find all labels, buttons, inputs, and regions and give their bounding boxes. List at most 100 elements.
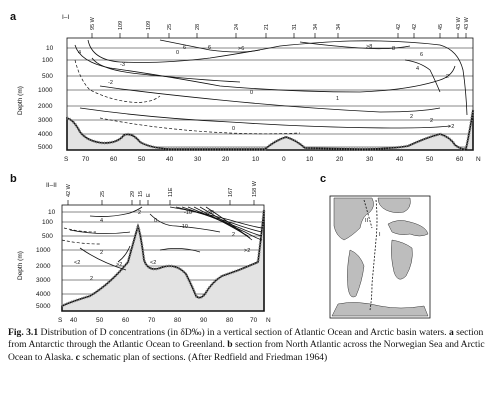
panel-b-station-ticks: [67, 200, 255, 205]
panel-b-section-label: II–II: [46, 182, 57, 189]
contour-label: 2: [430, 118, 433, 124]
contour-label: 0: [176, 50, 179, 56]
caption-text: Distribution of D concentrations (in δD‰…: [38, 327, 449, 338]
caption-text: section from North Atlantic across the N…: [8, 339, 485, 363]
contour-label: 4: [416, 66, 419, 72]
panel-a-station-labels: 95 W 109 109 25 28 24 21 31 34 34 42 42 …: [90, 16, 470, 30]
depth-tick: 10: [48, 209, 56, 216]
depth-tick: 2000: [38, 103, 53, 110]
panel-a-depth-ticks: 10 100 500 1000 2000 3000 4000 5000: [38, 45, 54, 151]
caption-panel-letter: b: [227, 339, 233, 351]
panel-a-contour-labels: 4 -3 -2 0 6 6 >6 >8 8 6 4 2 1 0 2 2 >2 0: [78, 44, 454, 132]
contour-label: 2: [100, 250, 103, 256]
lat-tick: 60: [456, 156, 464, 163]
contour-label: -10: [180, 224, 188, 230]
station-label: 29: [130, 191, 136, 197]
panel-c-section-tracks: [363, 199, 378, 311]
station-label: 109: [146, 21, 152, 30]
depth-tick: 5000: [38, 144, 53, 151]
panel-a-depth-axis-label: Depth (m): [17, 86, 24, 115]
contour-label: 0: [250, 90, 253, 96]
contour-label: >2: [116, 262, 122, 268]
lat-tick: 30: [194, 156, 202, 163]
contour-label: >2: [244, 248, 250, 254]
depth-tick: 500: [42, 73, 53, 80]
panel-c-letter: c: [320, 173, 326, 185]
contour-label: <2: [74, 260, 80, 266]
lat-tick: 80: [174, 317, 182, 324]
contour-label: 2: [138, 210, 141, 216]
depth-tick: 1000: [36, 247, 51, 254]
station-label: 11E: [168, 187, 174, 197]
contour-label: 0: [154, 218, 157, 224]
depth-tick: 1000: [38, 87, 53, 94]
caption-fig-label: Fig. 3.1: [8, 327, 39, 338]
lat-tick: N: [266, 317, 271, 324]
lat-tick: 60: [122, 317, 130, 324]
station-label: 95 W: [90, 16, 96, 30]
lat-tick: 20: [222, 156, 230, 163]
contour-label: >2: [448, 124, 454, 130]
panel-c-section-label: II: [365, 218, 369, 224]
contour-label: -10: [184, 210, 192, 216]
depth-tick: 2000: [36, 263, 51, 270]
panel-b-depth-ticks: 10 100 500 1000 2000 3000 4000 5000: [36, 209, 56, 310]
station-label: 109: [118, 21, 124, 30]
lat-tick: 40: [396, 156, 404, 163]
station-label: E: [146, 193, 152, 197]
depth-tick: 4000: [36, 291, 51, 298]
contour-label: -20: [206, 210, 214, 216]
panel-a-sediment: [66, 109, 475, 151]
contour-label: 0: [232, 126, 235, 132]
station-label: 21: [264, 24, 270, 30]
lat-tick: 40: [166, 156, 174, 163]
panel-c: c I II: [320, 173, 431, 319]
contour-label: >6: [238, 46, 244, 52]
station-ticks: [91, 33, 467, 38]
depth-tick: 4000: [38, 131, 53, 138]
lat-tick: 50: [96, 317, 104, 324]
lat-tick: 70: [148, 317, 156, 324]
lat-tick: 10: [252, 156, 260, 163]
caption-panel-letter: a: [448, 327, 454, 338]
station-label: 24: [234, 24, 240, 30]
station-label: 34: [336, 24, 342, 30]
panel-b-lat-ticks: S 40 50 60 70 80 90 80 70 N: [58, 317, 271, 324]
contour-label: 2: [90, 276, 93, 282]
lat-tick: 40: [70, 317, 78, 324]
contour-label: -2: [108, 80, 113, 86]
panel-b-contours: [69, 206, 263, 271]
panel-b-contour-labels: 4 2 2 0 <2 >2 2 <2 -10 -20 -10 2 >2: [74, 210, 250, 282]
contour-label: 2: [232, 232, 235, 238]
contour-label: <2: [150, 260, 156, 266]
station-label: 34: [313, 24, 319, 30]
lat-tick: 70: [82, 156, 90, 163]
lat-tick: S: [64, 156, 69, 163]
station-label: 42: [396, 24, 402, 30]
contour-label: 6: [420, 52, 423, 58]
station-label: 43 W: [464, 16, 470, 30]
panel-b-dashed-contours: [61, 227, 101, 245]
depth-tick: 500: [42, 233, 53, 240]
contour-label: -3: [120, 62, 125, 68]
contour-label: 2: [410, 114, 413, 120]
caption-text: section from Antarctic through the Atlan…: [8, 327, 484, 351]
lat-tick: 60: [110, 156, 118, 163]
contour-label: 4: [78, 50, 81, 56]
station-label: 167: [228, 188, 234, 197]
panel-a-contours: [74, 39, 468, 129]
caption-panel-letter: c: [75, 351, 80, 363]
panel-b: b II–II 42 W 25 29 15 E 11E 167 158 W 10: [10, 173, 271, 324]
depth-tick: 5000: [36, 303, 51, 310]
lat-tick: S: [58, 317, 63, 324]
depth-tick: 3000: [38, 117, 53, 124]
lat-tick: 70: [250, 317, 258, 324]
panel-b-letter: b: [10, 173, 17, 185]
depth-tick: 10: [46, 45, 54, 52]
lat-tick: 30: [366, 156, 374, 163]
lat-tick: 90: [200, 317, 208, 324]
panel-b-sediment: [61, 209, 266, 308]
contour-label: 1: [336, 96, 339, 102]
station-label: 15: [138, 191, 144, 197]
station-label: 28: [195, 24, 201, 30]
